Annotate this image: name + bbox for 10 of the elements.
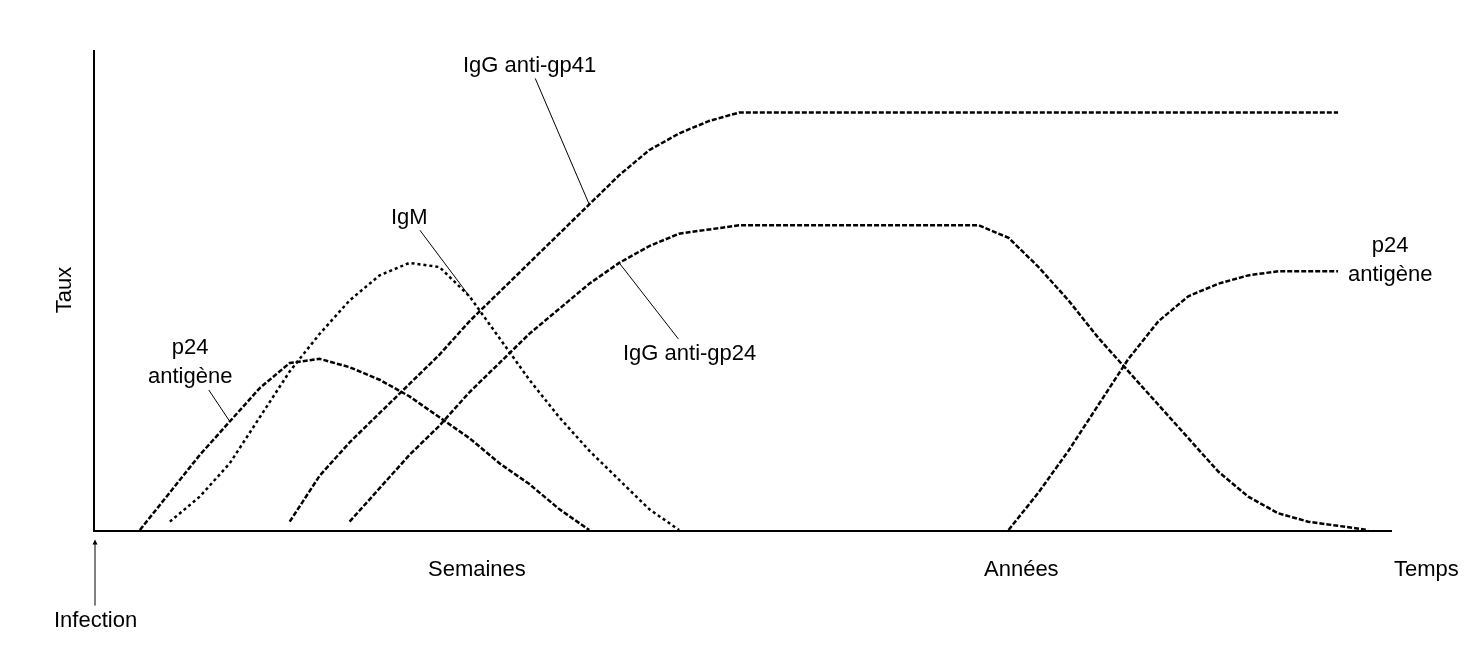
y-axis-title: Taux <box>51 266 77 314</box>
series-label: IgM <box>391 204 428 229</box>
series-label: p24 antigène <box>148 334 233 388</box>
text: IgG anti-gp24 <box>623 340 757 365</box>
text: Infection <box>54 607 138 632</box>
text: Semaines <box>428 556 526 581</box>
text: Années <box>984 556 1059 581</box>
text: IgG anti-gp41 <box>463 52 597 77</box>
series-label: p24 antigène <box>1348 232 1433 286</box>
x-axis-title: Temps <box>1394 556 1459 581</box>
